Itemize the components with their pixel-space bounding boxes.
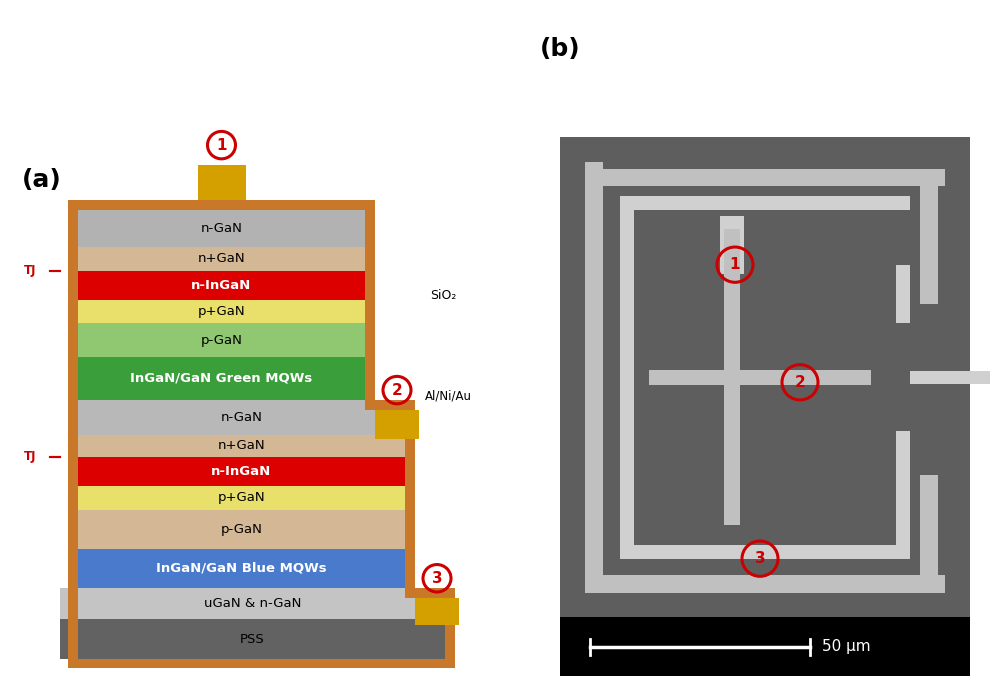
Text: 2: 2 (795, 375, 805, 389)
Bar (365, 400, 415, 410)
Text: n-InGaN: n-InGaN (211, 465, 272, 478)
Text: InGaN/GaN Blue MQWs: InGaN/GaN Blue MQWs (156, 562, 327, 575)
Bar (560, 137, 970, 617)
Bar (720, 216, 744, 274)
Bar (78, 270, 365, 300)
Bar (585, 168, 945, 186)
Text: p-GaN: p-GaN (221, 523, 262, 536)
Bar (60, 620, 445, 658)
Bar (649, 369, 871, 385)
Bar (560, 617, 970, 676)
Bar (78, 300, 365, 324)
Bar (375, 410, 419, 439)
Bar (78, 549, 405, 588)
Bar (78, 509, 405, 549)
Text: (a): (a) (22, 168, 62, 193)
Bar (78, 400, 405, 435)
Bar (78, 247, 365, 270)
Bar (620, 196, 910, 210)
Bar (365, 200, 375, 400)
Text: p-GaN: p-GaN (201, 333, 242, 346)
Text: TJ: TJ (24, 450, 36, 463)
Bar (585, 575, 945, 593)
Bar (910, 371, 1000, 384)
Bar (896, 431, 910, 559)
Bar (198, 165, 246, 200)
Bar (78, 435, 405, 457)
Text: n-GaN: n-GaN (221, 411, 262, 424)
Bar (78, 210, 365, 247)
Text: 2: 2 (392, 383, 402, 398)
Text: p+GaN: p+GaN (218, 491, 265, 505)
Text: 3: 3 (432, 571, 442, 586)
Text: 50 μm: 50 μm (822, 640, 871, 654)
Bar (620, 196, 634, 559)
Text: n+GaN: n+GaN (198, 252, 245, 265)
Bar (896, 265, 910, 324)
Bar (78, 457, 405, 486)
Bar (68, 658, 455, 669)
Bar (620, 545, 910, 559)
Bar (78, 357, 365, 400)
Text: InGaN/GaN Green MQWs: InGaN/GaN Green MQWs (130, 372, 313, 385)
Text: 1: 1 (730, 257, 740, 272)
Bar (78, 324, 365, 357)
Text: n-GaN: n-GaN (201, 222, 242, 235)
Bar (920, 186, 938, 304)
Bar (68, 210, 78, 658)
Bar (920, 475, 938, 593)
Bar (68, 200, 375, 210)
Text: SiO₂: SiO₂ (430, 288, 456, 301)
Text: 3: 3 (755, 551, 765, 566)
Bar (724, 229, 740, 525)
Bar (78, 486, 405, 509)
Bar (585, 161, 603, 593)
Text: n+GaN: n+GaN (218, 439, 265, 453)
Text: Al/Ni/Au: Al/Ni/Au (425, 389, 472, 403)
Text: n-InGaN: n-InGaN (191, 279, 252, 292)
Bar (405, 400, 415, 598)
Text: 1: 1 (216, 138, 227, 152)
Bar (60, 588, 445, 620)
Text: (b): (b) (540, 37, 581, 61)
Bar (415, 598, 459, 625)
Text: p+GaN: p+GaN (198, 305, 245, 318)
Bar (405, 588, 455, 598)
Text: TJ: TJ (24, 264, 36, 277)
Bar (445, 588, 455, 658)
Text: uGaN & n-GaN: uGaN & n-GaN (204, 597, 301, 611)
Text: PSS: PSS (240, 633, 265, 646)
